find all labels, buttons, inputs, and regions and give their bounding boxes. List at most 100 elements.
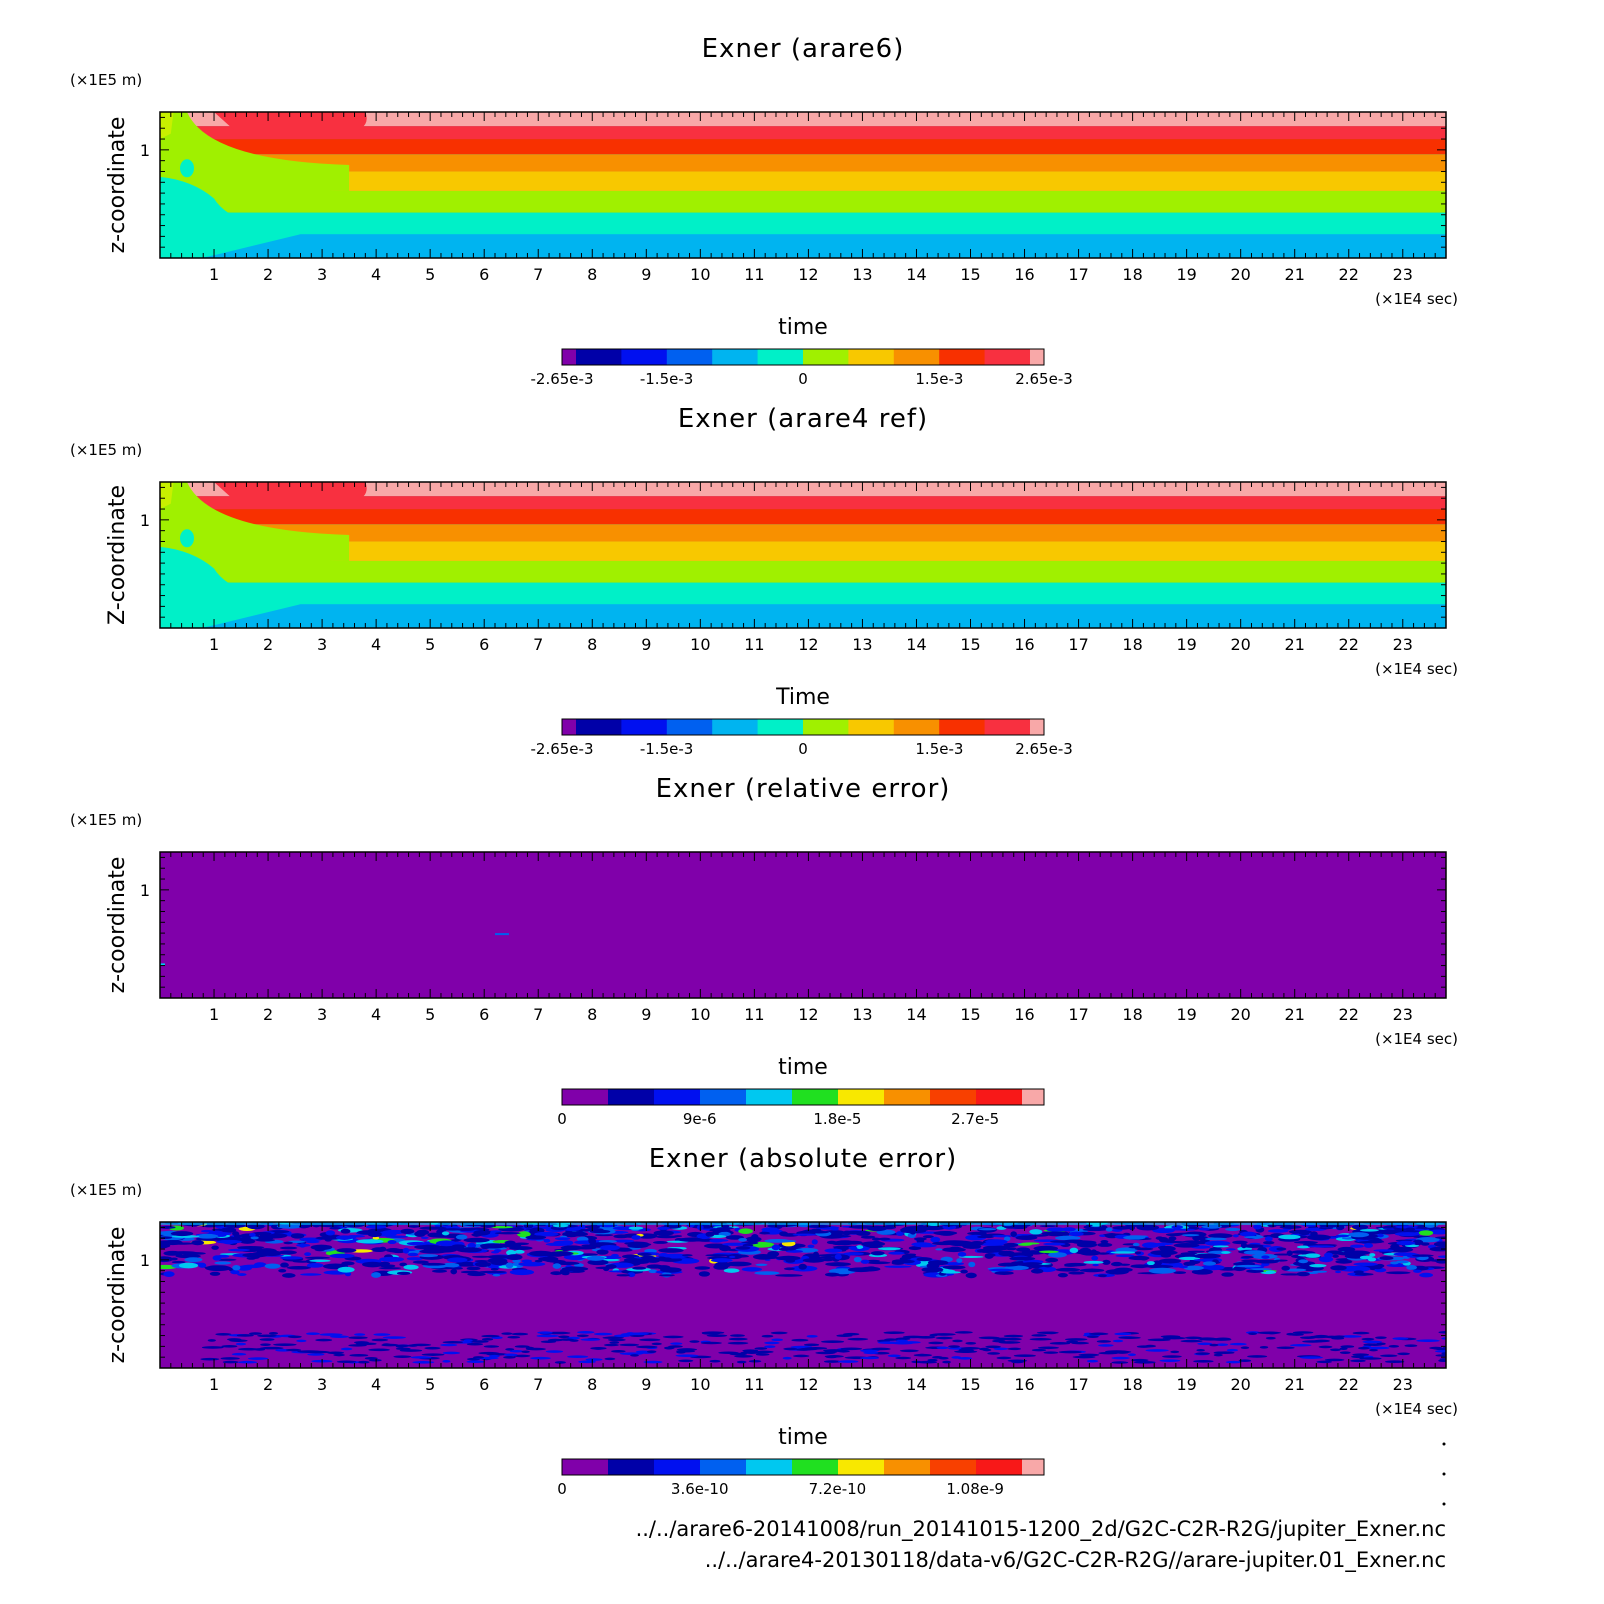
heatmap-speck: [1466, 1343, 1476, 1346]
heatmap-speck: [1009, 1256, 1036, 1261]
heatmap-speck: [655, 1235, 679, 1239]
heatmap-speck: [821, 1258, 834, 1262]
x-tick-label: 1: [209, 635, 219, 654]
heatmap-speck: [238, 1347, 259, 1351]
heatmap-speck: [545, 1259, 561, 1263]
heatmap-speck: [700, 1341, 722, 1345]
heatmap-speck: [552, 1263, 562, 1269]
heatmap-speck: [979, 1347, 990, 1351]
heatmap-speck: [1329, 1348, 1341, 1352]
heatmap-speck: [368, 1348, 390, 1352]
heatmap-speck: [1098, 1344, 1114, 1347]
heatmap-speck: [630, 1260, 650, 1265]
heatmap-speck: [1404, 1344, 1418, 1348]
colorbar-swatch: [666, 719, 713, 735]
heatmap-band: [160, 482, 1446, 497]
heatmap-speck: [609, 1341, 620, 1344]
heatmap-speck: [1438, 1359, 1446, 1363]
heatmap-speck: [1265, 1270, 1275, 1273]
heatmap-speck: [514, 1249, 525, 1254]
x-tick-label: 22: [1339, 1005, 1359, 1024]
heatmap-speck: [1221, 1251, 1231, 1254]
heatmap-speck: [783, 1267, 795, 1271]
x-tick-label: 19: [1176, 1005, 1196, 1024]
heatmap-speck: [1332, 1254, 1339, 1258]
heatmap-speck: [319, 1333, 343, 1336]
colorbar-swatch: [848, 719, 895, 735]
heatmap-speck: [1298, 1232, 1310, 1236]
heatmap-speck: [306, 1332, 320, 1335]
heatmap-speck: [364, 1357, 378, 1360]
colorbar-swatch: [792, 1089, 839, 1105]
heatmap-speck: [631, 1235, 641, 1240]
heatmap-speck: [379, 1246, 387, 1252]
heatmap-speck: [664, 1346, 674, 1350]
x-tick-label: 13: [852, 265, 872, 284]
heatmap-speck: [348, 1344, 367, 1347]
heatmap-speck: [406, 1241, 428, 1246]
heatmap-speck: [899, 1349, 919, 1353]
heatmap-speck: [604, 1357, 616, 1361]
heatmap-speck: [860, 1349, 879, 1353]
heatmap-speck: [931, 1333, 956, 1336]
x-tick-label: 17: [1068, 1375, 1088, 1394]
x-tick-label: 18: [1122, 635, 1142, 654]
x-tick-label: 16: [1014, 1375, 1034, 1394]
heatmap-speck: [221, 1345, 238, 1348]
heatmap-speck: [1358, 1237, 1380, 1240]
margin-dot: [1442, 1472, 1446, 1476]
colorbar-label: 9e-6: [683, 1110, 717, 1128]
heatmap-speck: [220, 1227, 237, 1233]
colorbar-label: 1.08e-9: [946, 1480, 1004, 1498]
heatmap-speck: [958, 1255, 984, 1258]
x-tick-label: 9: [641, 1375, 651, 1394]
heatmap-speck: [421, 1353, 445, 1356]
colorbar-swatch: [576, 719, 622, 735]
heatmap-speck: [632, 1266, 647, 1270]
x-tick-label: 22: [1339, 265, 1359, 284]
heatmap-speck: [1441, 1352, 1446, 1355]
heatmap-speck: [701, 1331, 725, 1335]
heatmap-speck: [775, 1255, 801, 1261]
x-tick-label: 8: [587, 1005, 597, 1024]
heatmap-speck: [487, 1258, 508, 1264]
heatmap-band: [160, 541, 1446, 561]
heatmap-speck: [1212, 1245, 1229, 1248]
heatmap-speck: [382, 1229, 407, 1235]
x-tick-label: 4: [371, 265, 381, 284]
heatmap-speck: [563, 1254, 588, 1261]
heatmap-speck: [1346, 1265, 1371, 1272]
heatmap-speck: [1171, 1225, 1184, 1229]
heatmap-speck: [495, 933, 510, 936]
colorbar-label: 0: [798, 370, 808, 388]
colorbar-label: 1.8e-5: [813, 1110, 861, 1128]
heatmap-speck: [1096, 1252, 1110, 1255]
heatmap-speck: [333, 1353, 345, 1357]
x-tick-label: 22: [1339, 635, 1359, 654]
heatmap-speck: [372, 1236, 380, 1240]
heatmap-speck: [705, 1254, 730, 1257]
heatmap-speck: [942, 1247, 966, 1253]
heatmap-speck: [1350, 1244, 1364, 1248]
colorbar-label: -2.65e-3: [531, 740, 594, 758]
heatmap-speck: [1164, 1248, 1171, 1254]
heatmap-speck: [936, 1346, 949, 1350]
heatmap-speck: [236, 1334, 254, 1337]
colorbar: 0 3.6e-10 7.2e-10 1.08e-9: [557, 1458, 1045, 1498]
heatmap-speck: [1243, 1236, 1265, 1239]
heatmap-speck: [1195, 1352, 1210, 1355]
x-tick-label: 14: [906, 635, 926, 654]
heatmap-speck: [1055, 1267, 1081, 1272]
heatmap-speck: [1225, 1360, 1242, 1364]
x-tick-label: 5: [425, 265, 435, 284]
heatmap-speck: [1038, 1250, 1059, 1254]
heatmap-speck: [887, 1354, 901, 1358]
heatmap-region: [160, 482, 350, 628]
heatmap-speck: [1307, 1245, 1335, 1248]
heatmap-speck: [1110, 1251, 1137, 1254]
heatmap-speck: [1313, 1339, 1330, 1343]
x-tick-label: 8: [587, 265, 597, 284]
x-tick-label: 20: [1230, 265, 1250, 284]
heatmap-speck: [657, 1226, 670, 1230]
heatmap-speck: [573, 1231, 586, 1237]
